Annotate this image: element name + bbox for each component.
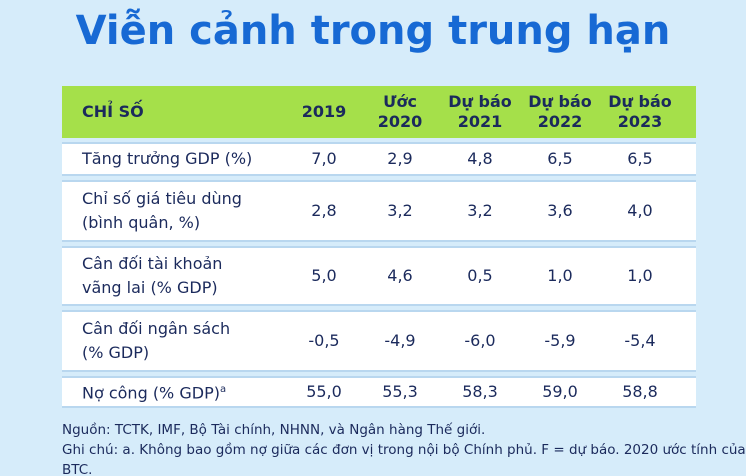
value-cell: 1,0 — [627, 266, 653, 285]
note: Nguồn: TCTK, IMF, Bộ Tài chính, NHNN, và… — [62, 422, 486, 438]
table-row: Cân đối tài khoản vãng lai (% GDP) 5,0 4,6 0… — [62, 246, 696, 306]
value-cell: 55,3 — [382, 382, 418, 401]
header-line: Dự báo — [608, 92, 672, 111]
value-cell: -5,9 — [544, 331, 576, 350]
value-cell: 3,2 — [467, 201, 493, 220]
table-row: Chỉ số giá tiêu dùng (bình quân, %) 2,8 3,2… — [62, 180, 696, 242]
header-cell: Dự báo 2023 — [600, 92, 680, 132]
table-row: Tăng trưởng GDP (%) 7,0 2,9 4,8 6,5 6,5 — [62, 142, 696, 176]
header-cell: Ước 2020 — [360, 92, 440, 132]
label-line: Cân đối ngân sách — [82, 319, 231, 338]
note-mark: a — [219, 384, 227, 396]
label-line: Nợ công (% GDP)a — [82, 383, 227, 403]
title: Viễn cảnh trong trung hạn — [75, 8, 671, 54]
value-cell: 2,9 — [387, 149, 413, 168]
header-line: Dự báo — [448, 92, 512, 111]
value-cell: -6,0 — [464, 331, 496, 350]
row-label: Nợ công (% GDP)a — [82, 378, 226, 405]
row-label: Cân đối ngân sách (% GDP) — [82, 317, 230, 365]
value-cell: 4,0 — [627, 201, 653, 220]
label-line: Chỉ số giá tiêu dùng — [82, 189, 242, 208]
table-row: Nợ công (% GDP)a 55,0 55,3 58,3 59,0 58,8 — [62, 376, 696, 408]
header-line: 2019 — [301, 102, 347, 121]
value-cell: 3,6 — [547, 201, 573, 220]
value-cell: 59,0 — [542, 382, 578, 401]
header-row: CHỈ SỐ 2019 Ước 2020 Dự báo 2021 Dự báo 2022 Dự … — [62, 86, 696, 138]
value-cell: 7,0 — [311, 149, 337, 168]
label-line: (bình quân, %) — [82, 213, 201, 232]
value-cell: 6,5 — [627, 149, 653, 168]
row-label: Cân đối tài khoản vãng lai (% GDP) — [82, 252, 222, 300]
header-cell: Dự báo 2022 — [520, 92, 600, 132]
label-line: Tăng trưởng GDP (%) — [82, 149, 253, 168]
value-cell: 5,0 — [311, 266, 337, 285]
notes: Nguồn: TCTK, IMF, Bộ Tài chính, NHNN, và… — [62, 420, 746, 476]
table-row: Cân đối ngân sách (% GDP) -0,5 -4,9 -6,0 -5,9… — [62, 310, 696, 372]
header-line: 2022 — [537, 112, 583, 131]
value-cell: 58,3 — [462, 382, 498, 401]
header-line: 2020 — [377, 112, 423, 131]
label-line: vãng lai (% GDP) — [82, 278, 218, 297]
value-cell: -0,5 — [308, 331, 340, 350]
value-cell: 1,0 — [547, 266, 573, 285]
value-cell: -5,4 — [624, 331, 656, 350]
header-cell: 2019 — [284, 102, 364, 122]
value-cell: 2,8 — [311, 201, 337, 220]
value-cell: 3,2 — [387, 201, 413, 220]
row-label: Tăng trưởng GDP (%) — [82, 147, 252, 171]
value-cell: 4,6 — [387, 266, 413, 285]
value-cell: -4,9 — [384, 331, 416, 350]
header-line: Dự báo — [528, 92, 592, 111]
value-cell: 4,8 — [467, 149, 493, 168]
header-cell: CHỈ SỐ — [82, 100, 144, 124]
label-line: (% GDP) — [82, 343, 150, 362]
row-label: Chỉ số giá tiêu dùng (bình quân, %) — [82, 187, 242, 235]
value-cell: 58,8 — [622, 382, 658, 401]
header-line: CHỈ SỐ — [82, 102, 144, 121]
value-cell: 55,0 — [306, 382, 342, 401]
header-line: 2021 — [457, 112, 503, 131]
label-line: Cân đối tài khoản — [82, 254, 223, 273]
table: CHỈ SỐ 2019 Ước 2020 Dự báo 2021 Dự báo 2022 Dự … — [62, 86, 696, 412]
header-line: 2023 — [617, 112, 663, 131]
value-cell: 6,5 — [547, 149, 573, 168]
header-cell: Dự báo 2021 — [440, 92, 520, 132]
header-line: Ước — [383, 92, 417, 111]
note: Ghi chú: a. Không bao gồm nợ giữa các đơ… — [62, 442, 746, 476]
value-cell: 0,5 — [467, 266, 493, 285]
